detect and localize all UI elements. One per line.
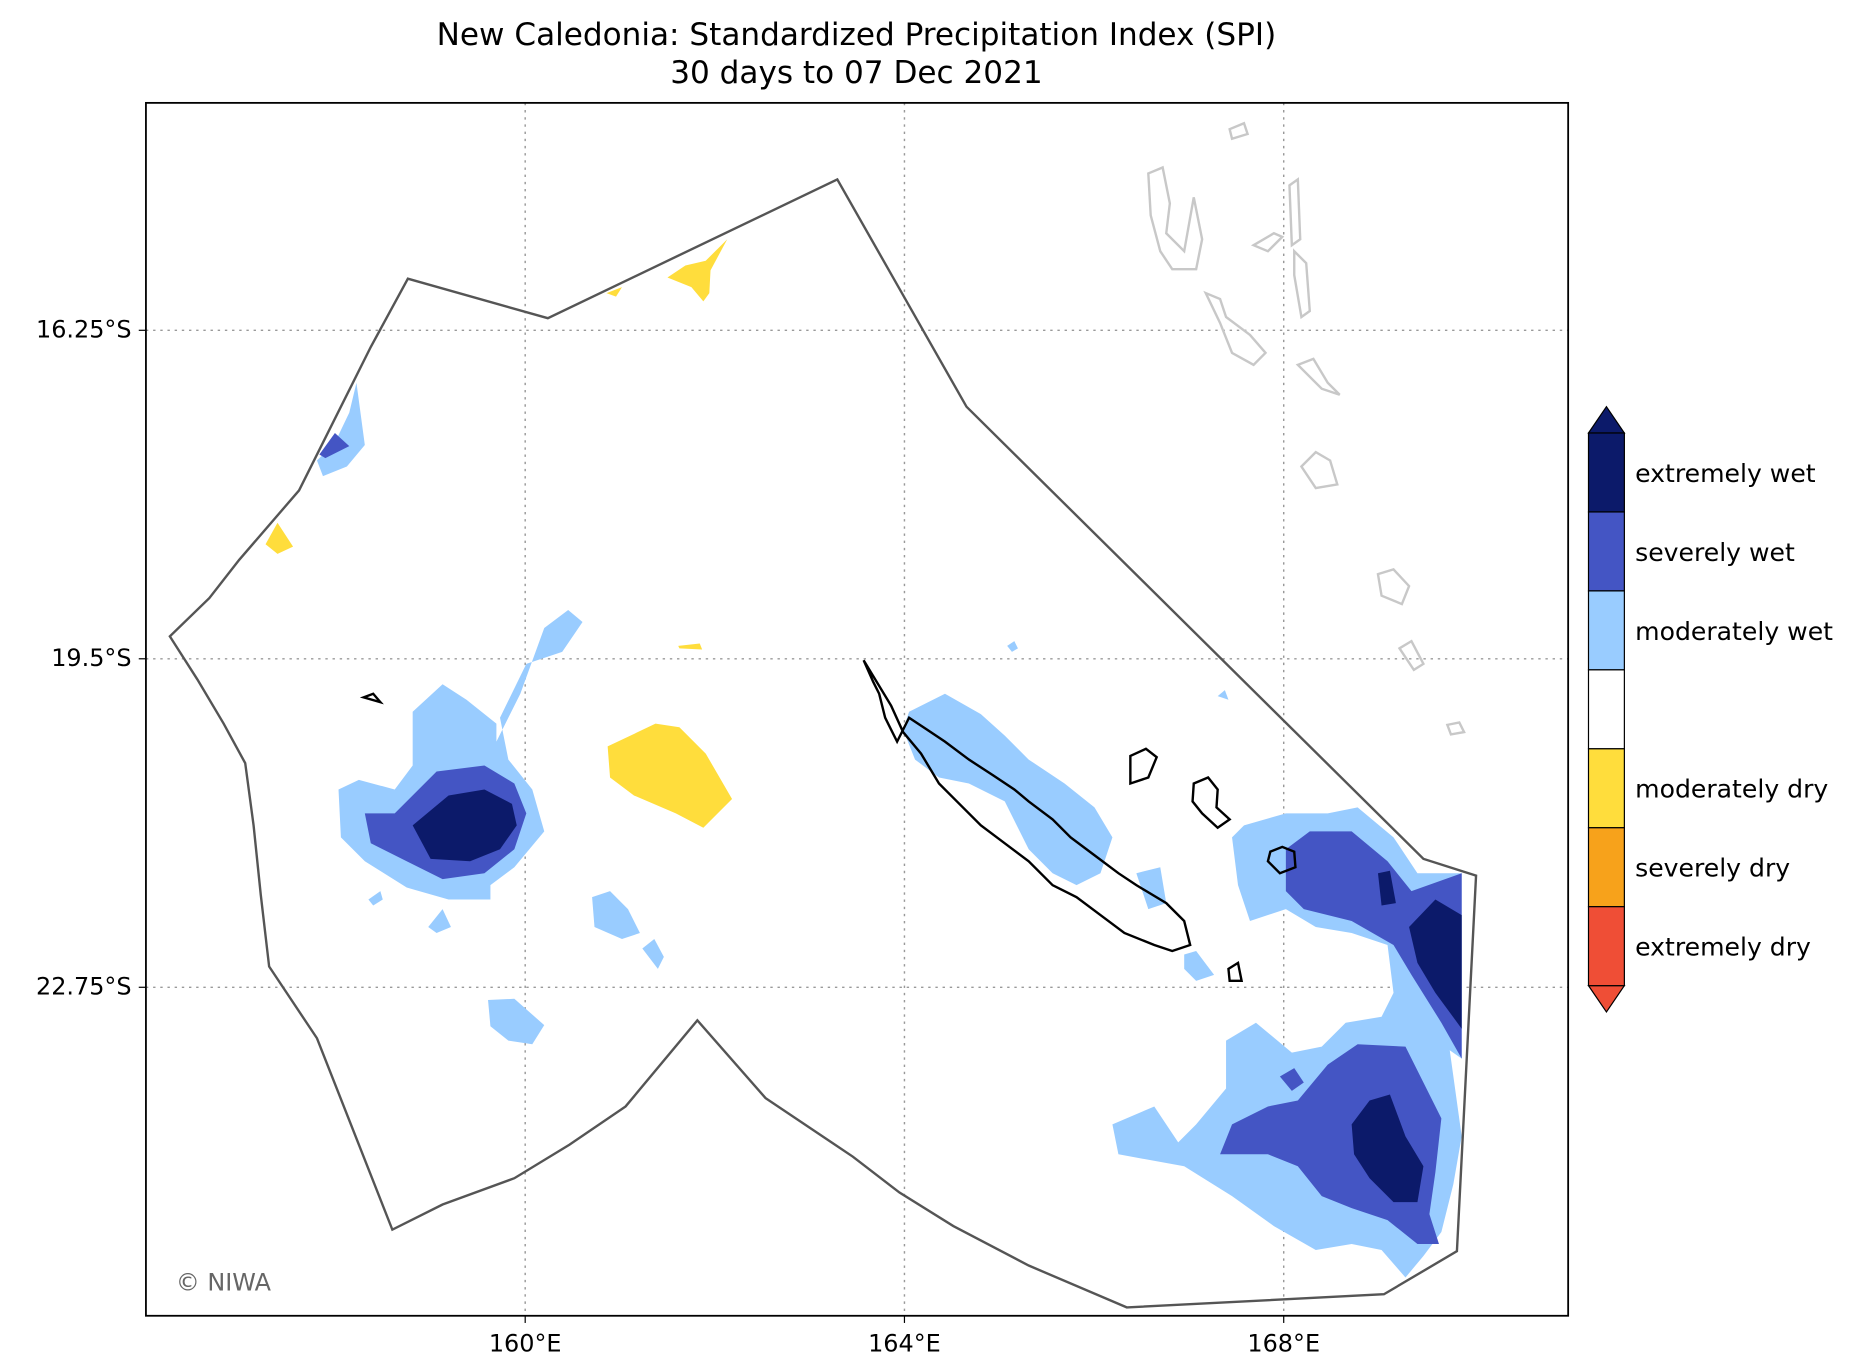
island: [1203, 290, 1268, 367]
wet-area: [592, 891, 640, 939]
legend: extremely wet severely wet moderately wet m…: [1587, 432, 1833, 987]
wet-area: [1351, 1094, 1424, 1203]
island: [1295, 357, 1341, 396]
wet-area: [1409, 899, 1462, 1029]
colorbar-swatch: [1587, 590, 1625, 671]
legend-label: severely wet: [1635, 538, 1795, 567]
title: New Caledonia: Standardized Precipitatio…: [437, 17, 1277, 53]
wet-area: [1377, 870, 1396, 906]
colorbar-swatch: [1587, 827, 1625, 908]
precip-contours: [265, 239, 1462, 1278]
wet-area: [1007, 641, 1018, 652]
wet-area: [488, 998, 545, 1045]
island: [1129, 747, 1159, 786]
dry-area: [607, 723, 733, 828]
subtitle: 30 days to 07 Dec 2021: [670, 55, 1042, 91]
y-tick-label: 19.5°S: [51, 644, 131, 672]
island: [1376, 568, 1411, 606]
wet-area: [319, 433, 350, 459]
wet-area: [428, 909, 451, 934]
wet-area: [316, 382, 365, 477]
dry-area: [606, 287, 622, 297]
map-frame: [145, 101, 1570, 1317]
wet-area: [412, 789, 517, 862]
island: [1293, 248, 1312, 320]
island: [1299, 450, 1339, 490]
y-tick-label: 16.25°S: [36, 315, 132, 343]
island: [862, 659, 1192, 953]
island: [1228, 121, 1250, 141]
legend-label: moderately wet: [1635, 617, 1833, 646]
legend-label: extremely dry: [1635, 933, 1811, 962]
island: [1445, 721, 1466, 736]
x-tick-label: 168°E: [1247, 1329, 1320, 1357]
legend-label: severely dry: [1635, 854, 1790, 883]
island: [1191, 776, 1232, 830]
colorbar-swatch: [1587, 511, 1625, 592]
island: [359, 692, 384, 705]
island: [1288, 177, 1302, 248]
colorbar-swatch: [1587, 669, 1625, 750]
legend-label: extremely wet: [1635, 459, 1816, 488]
colorbar-arrow: [1587, 985, 1626, 1014]
colorbar-swatch: [1587, 906, 1625, 987]
island: [1250, 231, 1285, 253]
island: [1266, 845, 1297, 875]
wet-area: [1285, 831, 1462, 1059]
colorbar-arrow: [1587, 405, 1626, 434]
island: [1227, 960, 1244, 983]
wet-area: [1217, 690, 1229, 700]
dry-area: [667, 239, 728, 302]
coastlines: [359, 121, 1466, 983]
wet-area: [903, 693, 1113, 886]
dry-area: [265, 522, 294, 554]
credit: © NIWA: [176, 1268, 272, 1296]
eez-boundary: [168, 177, 1478, 1309]
wet-area: [1279, 1068, 1304, 1091]
y-tick-label: 22.75°S: [36, 972, 132, 1000]
island: [1147, 165, 1204, 271]
legend-label: moderately dry: [1635, 775, 1828, 804]
x-tick-label: 160°E: [489, 1329, 562, 1357]
wet-area: [1184, 950, 1215, 981]
colorbar-swatch: [1587, 748, 1625, 829]
grid: [145, 102, 1569, 1316]
island: [1397, 639, 1425, 672]
dry-area: [678, 643, 703, 650]
colorbar-swatch: [1587, 432, 1625, 513]
wet-area: [642, 938, 664, 969]
x-tick-label: 164°E: [868, 1329, 941, 1357]
wet-area: [368, 891, 383, 906]
